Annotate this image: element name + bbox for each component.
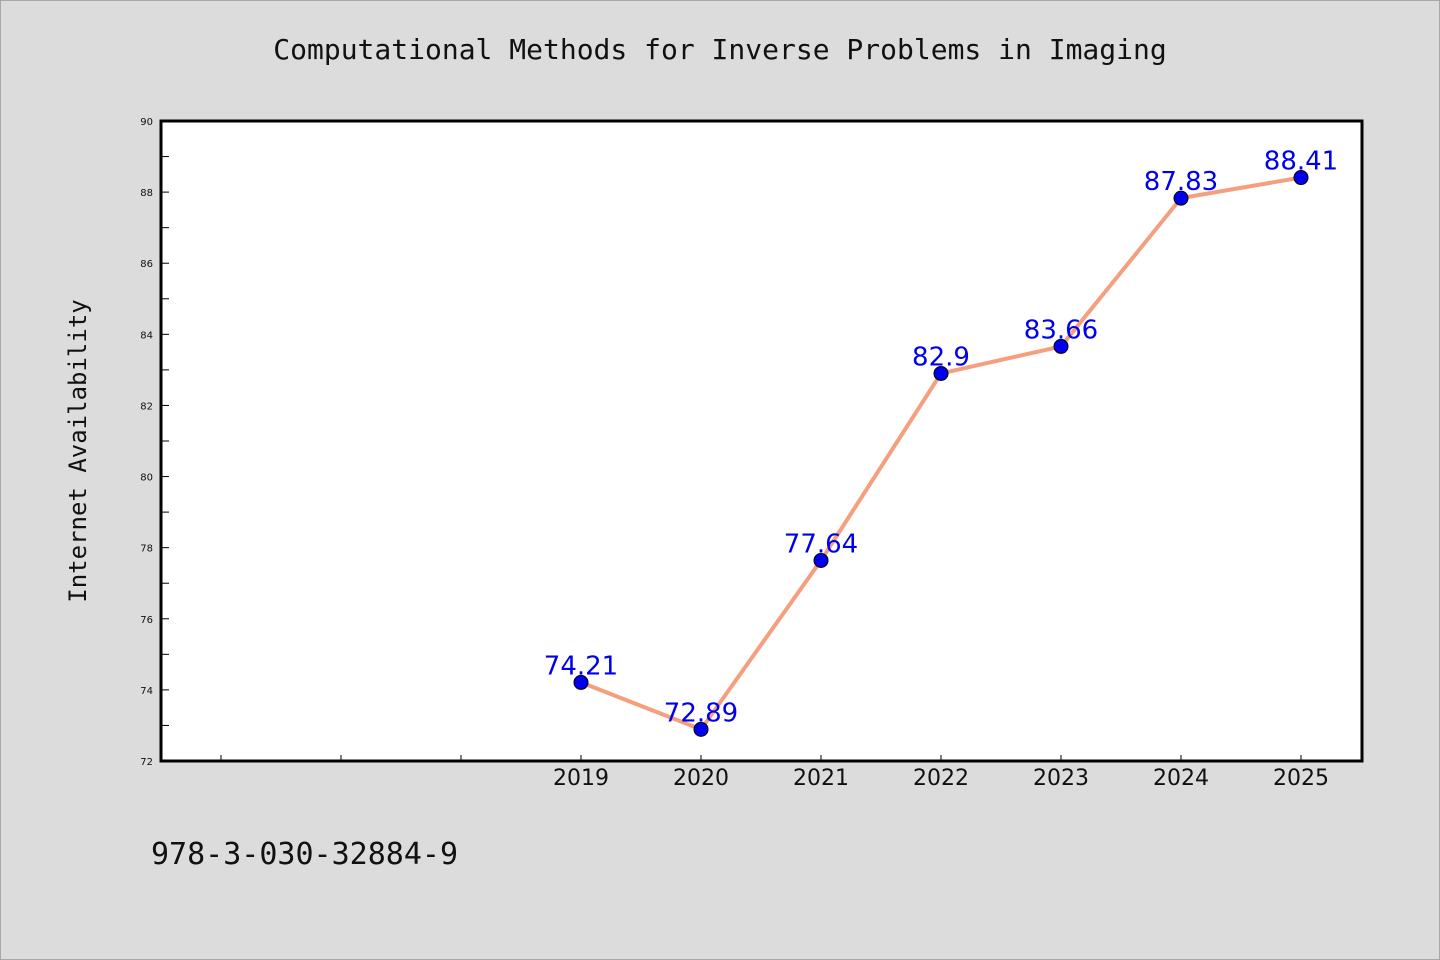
- data-label: 83.66: [1024, 315, 1098, 345]
- x-tick-label: 2025: [1273, 766, 1329, 791]
- chart-title: Computational Methods for Inverse Proble…: [273, 33, 1167, 66]
- y-tick-label: 82: [140, 401, 153, 412]
- y-tick-label: 90: [140, 117, 153, 128]
- data-point: [813, 552, 829, 568]
- y-axis-label: Internet Availability: [64, 299, 92, 602]
- x-axis: 2019 2020 2021 2022 2023 2024 2025: [220, 755, 1329, 791]
- data-point: [933, 365, 949, 381]
- x-tick-label: 2021: [793, 766, 849, 791]
- data-label: 87.83: [1144, 167, 1218, 197]
- x-tick-label: 2023: [1033, 766, 1089, 791]
- data-point: [1053, 338, 1069, 354]
- data-label: 88.41: [1264, 147, 1338, 177]
- data-point: [573, 674, 589, 690]
- y-tick-label: 88: [140, 188, 153, 199]
- y-tick-label: 78: [140, 544, 153, 555]
- y-tick-label: 74: [140, 686, 153, 697]
- y-tick-label: 86: [140, 259, 153, 270]
- x-tick-label: 2019: [553, 766, 609, 791]
- y-tick-label: 80: [140, 473, 153, 484]
- data-point: [1293, 170, 1309, 186]
- data-point: [1173, 190, 1189, 206]
- x-tick-label: 2024: [1153, 766, 1209, 791]
- data-label: 72.89: [664, 698, 738, 728]
- data-point: [693, 721, 709, 737]
- data-label: 74.21: [544, 651, 618, 681]
- plot-area: [159, 119, 1364, 763]
- footer-isbn: 978-3-030-32884-9: [151, 837, 459, 872]
- series-line: 74.21 72.89 77.64 82.9 83.66 87.83 88.41: [544, 147, 1338, 737]
- y-tick-label: 84: [140, 330, 153, 341]
- data-label: 82.9: [912, 342, 970, 372]
- data-label: 77.64: [784, 529, 858, 559]
- y-axis: 72 74 76 78 80 82 84 86 88 90: [140, 117, 169, 768]
- y-tick-label: 76: [140, 615, 153, 626]
- x-tick-label: 2022: [913, 766, 969, 791]
- x-tick-label: 2020: [673, 766, 729, 791]
- y-tick-label: 72: [140, 757, 153, 768]
